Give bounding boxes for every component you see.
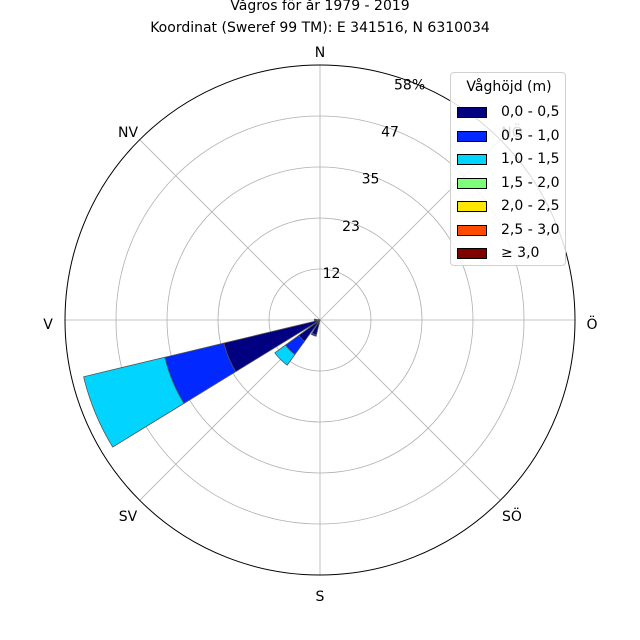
angular-grid-line	[139, 139, 321, 321]
radial-tick-label: 35	[362, 172, 380, 188]
legend-swatch	[457, 248, 487, 259]
radial-tick-label: 47	[381, 125, 399, 141]
legend-item: ≥ 3,0	[457, 245, 567, 262]
legend-title: Våghöjd (m)	[466, 79, 552, 95]
legend-label: 0,5 - 1,0	[501, 127, 560, 144]
direction-label-e: Ö	[586, 315, 597, 333]
legend-label: 1,5 - 2,0	[501, 174, 560, 191]
direction-label-n: N	[315, 45, 325, 61]
radial-tick-label: 12	[323, 266, 341, 282]
rose-bar-segment	[83, 356, 185, 448]
rose-bar-segment	[223, 319, 321, 373]
legend-swatch	[457, 107, 487, 118]
legend-label: ≥ 3,0	[501, 245, 540, 261]
legend-item: 2,0 - 2,5	[457, 198, 567, 215]
direction-label-nw: NV	[118, 125, 138, 141]
legend-swatch	[457, 177, 487, 189]
legend-item: 0,0 - 0,5	[457, 104, 567, 121]
legend-item: 1,0 - 1,5	[457, 151, 567, 168]
radial-tick-label: 58%	[394, 77, 425, 93]
rose-bar-segment	[310, 332, 317, 337]
legend-item: 1,5 - 2,0	[457, 174, 567, 192]
legend-swatch	[457, 201, 487, 212]
direction-label-w: V	[43, 317, 53, 333]
legend-item: 0,5 - 1,0	[457, 127, 567, 145]
legend-label: 2,0 - 2,5	[501, 198, 560, 214]
chart-title: Vågros för år 1979 - 2019	[230, 0, 410, 14]
direction-label-sw: SV	[119, 509, 138, 525]
legend-swatch	[457, 130, 487, 142]
legend-label: 1,0 - 1,5	[501, 151, 560, 167]
legend-item: 2,5 - 3,0	[457, 221, 567, 239]
chart-subtitle: Koordinat (Sweref 99 TM): E 341516, N 63…	[150, 20, 490, 36]
angular-grid-line	[319, 319, 501, 501]
legend-swatch	[457, 154, 487, 165]
legend-label: 2,5 - 3,0	[501, 221, 560, 238]
legend-swatch	[457, 224, 487, 236]
rose-bar-segment	[274, 344, 296, 366]
polar-frame	[64, 64, 576, 576]
radial-tick-label: 23	[342, 219, 360, 235]
direction-label-s: S	[316, 589, 325, 605]
direction-label-se: SÖ	[502, 507, 522, 525]
rose-bar-segment	[318, 318, 321, 321]
legend-label: 0,0 - 0,5	[501, 104, 560, 120]
rose-bar-segment	[313, 318, 317, 322]
legend: Våghöjd (m) 0,0 - 0,5 0,5 - 1,0 1,0 - 1,5 1…	[450, 72, 566, 266]
